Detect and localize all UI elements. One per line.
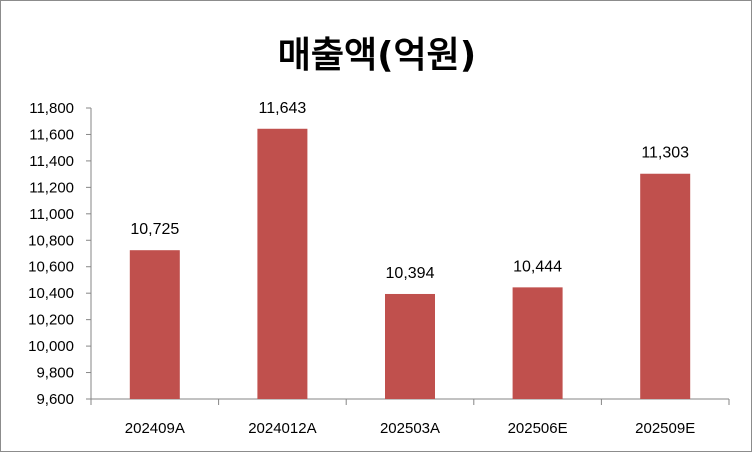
y-tick-label: 11,600	[29, 126, 74, 143]
y-tick-label: 10,400	[28, 285, 74, 302]
chart-title: 매출액(억원)	[278, 35, 477, 76]
x-axis: 202409A 2024012A 202503A 202506E 202509E	[90, 398, 730, 437]
y-tick-label: 11,000	[29, 206, 74, 223]
x-tick-label-2024012A: 2024012A	[248, 420, 316, 437]
bar-2024012A	[257, 128, 308, 399]
x-tick-label-202409A: 202409A	[125, 420, 185, 437]
bar-202506E	[512, 287, 563, 399]
data-label-202509E: 11,303	[641, 145, 689, 162]
y-tick-label: 10,000	[28, 338, 74, 355]
y-tick-label: 11,200	[29, 179, 74, 196]
x-tick-label-202503A: 202503A	[380, 420, 440, 437]
data-label-202409A: 10,725	[130, 221, 179, 238]
bar-202509E	[640, 173, 691, 399]
y-axis: 9,600 9,800 10,000 10,200 10,400 10,600 10,800…	[28, 100, 92, 408]
data-label-202503A: 10,394	[386, 265, 435, 282]
data-label-202506E: 10,444	[513, 258, 562, 275]
y-tick-label: 9,600	[36, 391, 74, 408]
data-labels-group: 10,725 11,643 10,394 10,444 11,303	[130, 100, 689, 282]
data-label-2024012A: 11,643	[259, 100, 307, 117]
y-tick-label: 10,200	[28, 312, 74, 329]
y-tick-label: 10,600	[28, 259, 74, 276]
y-tick-label: 11,800	[29, 100, 74, 117]
x-tick-label-202509E: 202509E	[635, 420, 695, 437]
y-tick-label: 11,400	[29, 153, 74, 170]
bar-202409A	[129, 250, 180, 399]
bar-202503A	[385, 293, 435, 399]
x-tick-label-202506E: 202506E	[508, 420, 568, 437]
y-tick-label: 10,800	[28, 232, 74, 249]
y-tick-label: 9,800	[36, 365, 74, 382]
bars-group	[129, 128, 691, 399]
